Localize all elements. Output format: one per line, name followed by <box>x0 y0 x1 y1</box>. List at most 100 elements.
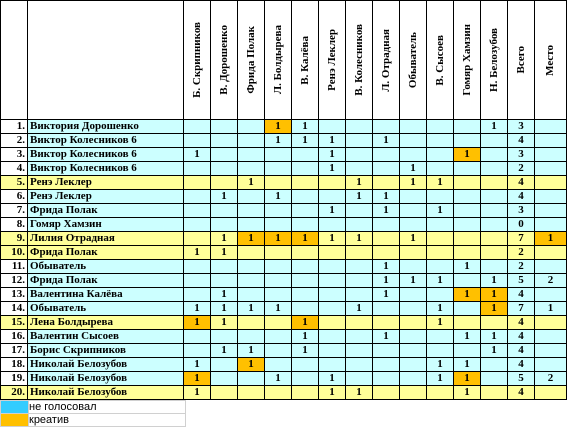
vote-cell <box>399 119 427 134</box>
vote-cell: 1 <box>210 189 238 204</box>
vote-cell <box>318 343 346 358</box>
vote-cell: 1 <box>291 329 319 344</box>
place-cell <box>534 287 567 302</box>
place-cell <box>534 385 567 400</box>
row: 6. Ренэ Леклер 1 1 1 1 4 <box>0 189 567 204</box>
header-label: Фрида Полак <box>244 26 257 94</box>
vote-cell: 1 <box>264 119 292 134</box>
voter-name: Виктор Колесников 6 <box>27 147 184 162</box>
row-number: 16. <box>0 329 28 344</box>
vote-cell <box>318 259 346 274</box>
vote-cell: 1 <box>453 371 481 386</box>
vote-cell <box>480 385 508 400</box>
vote-cell <box>237 385 265 400</box>
vote-cell <box>318 245 346 260</box>
vote-cell <box>264 329 292 344</box>
vote-cell: 1 <box>264 301 292 316</box>
header-label: Ренэ Леклер <box>325 29 338 91</box>
voter-header: В. Калёва <box>291 0 319 120</box>
vote-cell <box>372 217 400 232</box>
vote-cell <box>318 217 346 232</box>
vote-cell: 1 <box>480 343 508 358</box>
vote-cell: 1 <box>210 343 238 358</box>
vote-cell <box>345 161 373 176</box>
vote-cell: 1 <box>480 273 508 288</box>
place-cell: 1 <box>534 231 567 246</box>
total-cell: 7 <box>507 301 535 316</box>
header-label: В. Сысоев <box>433 34 446 86</box>
vote-cell: 1 <box>183 315 211 330</box>
total-cell: 4 <box>507 133 535 148</box>
voter-name: Обыватель <box>27 301 184 316</box>
voter-header: В. Дорошенко <box>210 0 238 120</box>
vote-cell <box>372 385 400 400</box>
vote-cell: 1 <box>372 259 400 274</box>
vote-cell <box>345 343 373 358</box>
vote-cell <box>237 245 265 260</box>
vote-cell <box>183 161 211 176</box>
voter-name: Николай Белозубов <box>27 357 184 372</box>
row-number: 7. <box>0 203 28 218</box>
vote-cell <box>453 343 481 358</box>
vote-cell <box>183 175 211 190</box>
vote-cell: 1 <box>291 343 319 358</box>
vote-cell <box>318 329 346 344</box>
total-cell: 4 <box>507 189 535 204</box>
vote-cell <box>372 119 400 134</box>
vote-cell <box>237 329 265 344</box>
total-cell: 2 <box>507 259 535 274</box>
vote-cell <box>399 315 427 330</box>
vote-cell <box>237 371 265 386</box>
vote-cell <box>372 301 400 316</box>
total-cell: 4 <box>507 357 535 372</box>
vote-cell <box>453 161 481 176</box>
vote-cell <box>291 189 319 204</box>
vote-cell <box>399 217 427 232</box>
voter-header: Л. Отрадная <box>372 0 400 120</box>
voter-name: Валентин Сысоев <box>27 329 184 344</box>
place-header: Место <box>534 0 567 120</box>
vote-cell <box>318 315 346 330</box>
legend: не голосовал креатив <box>0 400 186 427</box>
vote-cell <box>453 119 481 134</box>
vote-cell <box>426 119 454 134</box>
vote-cell: 1 <box>426 371 454 386</box>
vote-cell <box>291 161 319 176</box>
total-cell: 4 <box>507 175 535 190</box>
vote-cell: 1 <box>480 301 508 316</box>
row-number: 9. <box>0 231 28 246</box>
vote-cell: 1 <box>399 231 427 246</box>
vote-cell: 1 <box>453 147 481 162</box>
vote-cell <box>345 245 373 260</box>
vote-cell <box>345 315 373 330</box>
row-number: 1. <box>0 119 28 134</box>
voter-name: Виктория Дорошенко <box>27 119 184 134</box>
header-row: Б. Скрипников В. Дорошенко Фрида Полак Л. Б… <box>0 0 567 120</box>
vote-cell: 1 <box>183 385 211 400</box>
voter-header: Н. Белозубов <box>480 0 508 120</box>
vote-cell <box>237 133 265 148</box>
vote-cell <box>237 259 265 274</box>
vote-cell: 1 <box>264 189 292 204</box>
header-label: Н. Белозубов <box>487 28 500 92</box>
vote-cell <box>183 343 211 358</box>
vote-cell: 1 <box>453 357 481 372</box>
place-cell <box>534 245 567 260</box>
vote-cell <box>264 217 292 232</box>
vote-cell <box>426 147 454 162</box>
row: 15. Лена Болдырева 1 1 1 1 4 <box>0 315 567 330</box>
vote-cell <box>453 217 481 232</box>
total-cell: 3 <box>507 119 535 134</box>
vote-cell <box>210 371 238 386</box>
vote-cell: 1 <box>426 301 454 316</box>
row-number: 10. <box>0 245 28 260</box>
vote-cell <box>426 259 454 274</box>
vote-cell <box>345 147 373 162</box>
vote-cell <box>318 189 346 204</box>
vote-cell <box>183 203 211 218</box>
voter-name: Фрида Полак <box>27 273 184 288</box>
row-number: 14. <box>0 301 28 316</box>
vote-cell: 1 <box>318 147 346 162</box>
vote-cell <box>399 385 427 400</box>
vote-cell <box>210 161 238 176</box>
